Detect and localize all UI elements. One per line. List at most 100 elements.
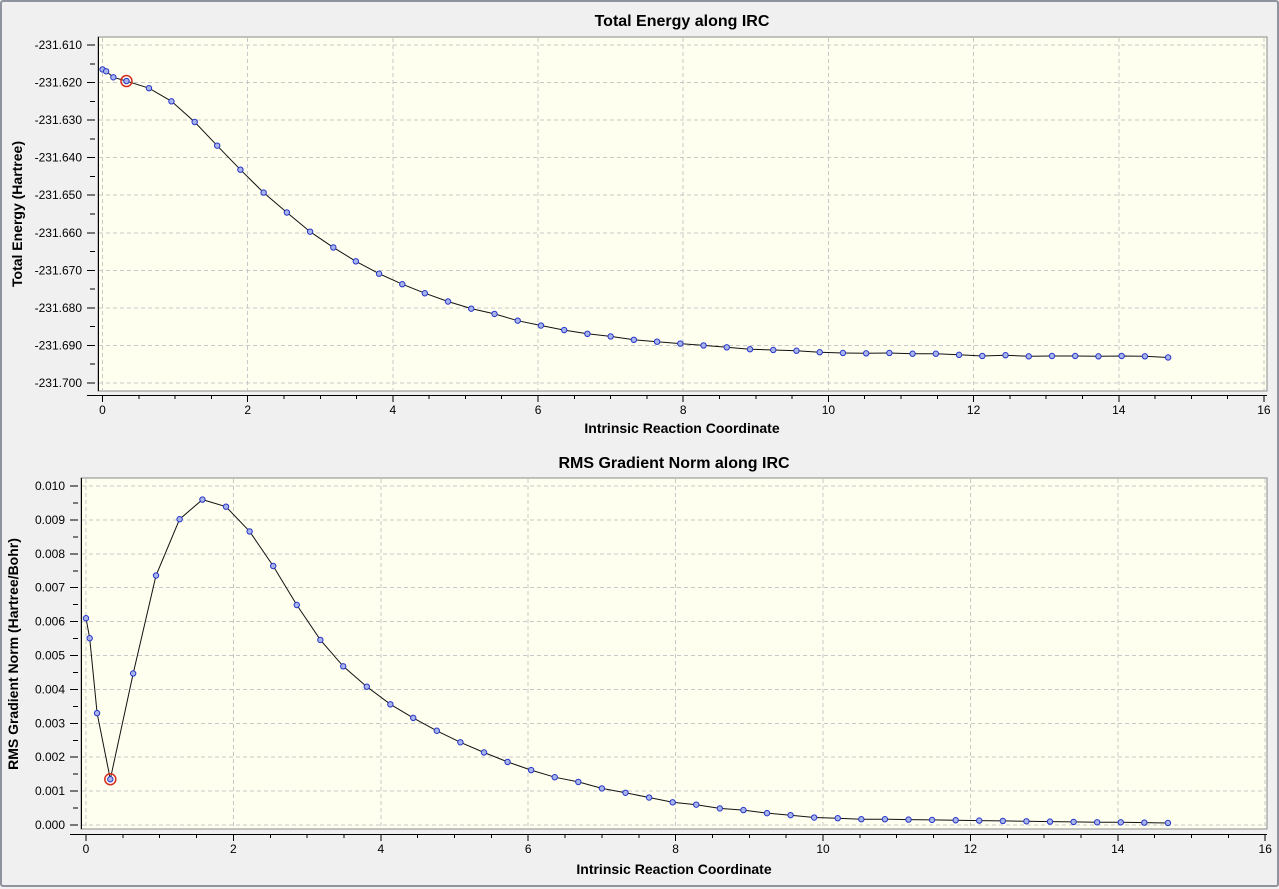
data-point[interactable] — [952, 817, 959, 824]
data-point[interactable] — [269, 562, 277, 570]
data-point[interactable] — [1023, 818, 1030, 825]
data-point[interactable] — [110, 74, 117, 81]
data-point[interactable] — [123, 77, 130, 85]
data-point[interactable] — [1070, 818, 1077, 826]
data-point[interactable] — [82, 615, 90, 622]
data-point[interactable] — [491, 310, 498, 318]
data-point[interactable] — [1117, 819, 1124, 826]
total-energy-chart[interactable]: -231.610 -231.620 -231.630 -231.640 -231.650… — [2, 2, 1279, 445]
data-point[interactable] — [740, 806, 747, 814]
data-point[interactable] — [1093, 819, 1101, 826]
data-point[interactable] — [107, 776, 114, 783]
data-point[interactable] — [1141, 819, 1148, 826]
data-point[interactable] — [222, 503, 230, 510]
data-point[interactable] — [955, 351, 963, 359]
data-point[interactable] — [693, 801, 700, 808]
data-point[interactable] — [433, 727, 441, 734]
data-point[interactable] — [537, 322, 545, 329]
data-point[interactable] — [905, 816, 912, 823]
data-point[interactable] — [444, 298, 452, 305]
data-point[interactable] — [213, 142, 221, 149]
data-point[interactable] — [1025, 353, 1032, 360]
data-point[interactable] — [976, 817, 983, 824]
data-point[interactable] — [746, 346, 754, 353]
data-point[interactable] — [168, 98, 175, 105]
data-point[interactable] — [1141, 353, 1149, 360]
data-point[interactable] — [793, 347, 800, 354]
data-point[interactable] — [352, 258, 360, 265]
data-point[interactable] — [810, 814, 818, 821]
data-point[interactable] — [375, 270, 383, 277]
data-point[interactable] — [468, 305, 475, 312]
data-point[interactable] — [723, 344, 730, 351]
data-point[interactable] — [1164, 354, 1172, 361]
data-point[interactable] — [999, 817, 1007, 825]
data-point[interactable] — [716, 805, 724, 812]
rms-gradient-chart[interactable]: 0.010 0.009 0.008 0.007 0.006 0.005 0.004 0.003… — [2, 445, 1279, 889]
data-point[interactable] — [191, 118, 198, 126]
data-point[interactable] — [979, 352, 986, 360]
data-point[interactable] — [410, 714, 417, 722]
data-point[interactable] — [504, 758, 511, 766]
data-point[interactable] — [839, 349, 847, 357]
data-point[interactable] — [145, 84, 153, 92]
data-point[interactable] — [176, 516, 183, 523]
data-point[interactable] — [598, 785, 606, 792]
data-point[interactable] — [237, 166, 244, 173]
data-point[interactable] — [700, 342, 707, 349]
data-point[interactable] — [645, 794, 653, 801]
data-point[interactable] — [102, 68, 110, 75]
data-point[interactable] — [199, 496, 206, 503]
data-point[interactable] — [909, 350, 916, 357]
data-point[interactable] — [607, 333, 614, 340]
data-point[interactable] — [306, 228, 314, 235]
data-point[interactable] — [527, 766, 535, 774]
plot-area[interactable] — [80, 477, 1268, 830]
data-point[interactable] — [770, 346, 777, 354]
data-point[interactable] — [514, 317, 521, 324]
data-point[interactable] — [928, 816, 936, 824]
data-point[interactable] — [560, 326, 568, 334]
data-point[interactable] — [677, 340, 684, 347]
data-point[interactable] — [886, 349, 893, 357]
data-point[interactable] — [129, 670, 137, 677]
data-point[interactable] — [881, 816, 889, 823]
data-point[interactable] — [399, 281, 406, 288]
data-point[interactable] — [816, 349, 823, 356]
data-point[interactable] — [283, 209, 291, 216]
data-point[interactable] — [787, 811, 794, 819]
data-point[interactable] — [246, 528, 253, 535]
data-point[interactable] — [1046, 818, 1054, 825]
data-point[interactable] — [480, 749, 488, 756]
data-point[interactable] — [260, 189, 267, 196]
data-point[interactable] — [93, 709, 101, 717]
data-point[interactable] — [317, 636, 324, 644]
data-point[interactable] — [363, 683, 370, 690]
data-point[interactable] — [457, 739, 464, 746]
data-point[interactable] — [340, 663, 347, 670]
data-point[interactable] — [630, 336, 638, 344]
data-point[interactable] — [1048, 352, 1056, 360]
data-point[interactable] — [293, 601, 300, 609]
data-point[interactable] — [932, 350, 940, 357]
plot-area[interactable] — [97, 36, 1268, 392]
data-point[interactable] — [763, 809, 771, 817]
data-point[interactable] — [653, 338, 661, 345]
data-point[interactable] — [858, 816, 865, 823]
data-point[interactable] — [86, 635, 93, 642]
data-point[interactable] — [1095, 353, 1102, 360]
data-point[interactable] — [575, 778, 582, 786]
data-point[interactable] — [834, 815, 841, 822]
data-point[interactable] — [622, 789, 629, 796]
data-point[interactable] — [862, 350, 870, 357]
data-point[interactable] — [1164, 819, 1172, 827]
data-point[interactable] — [669, 799, 676, 806]
data-point[interactable] — [330, 244, 337, 251]
data-point[interactable] — [387, 701, 394, 708]
data-point[interactable] — [1002, 352, 1009, 359]
data-point[interactable] — [1118, 352, 1125, 360]
data-point[interactable] — [584, 330, 591, 338]
data-point[interactable] — [551, 774, 558, 781]
data-point[interactable] — [152, 572, 160, 579]
data-point[interactable] — [1072, 352, 1079, 360]
